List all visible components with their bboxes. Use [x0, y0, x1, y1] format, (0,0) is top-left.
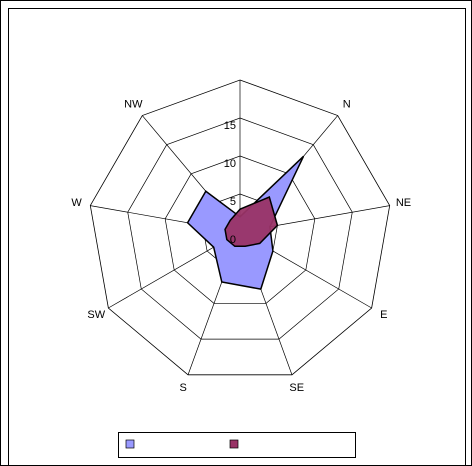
legend-swatch — [125, 439, 135, 449]
grid-ring — [164, 155, 316, 304]
category-label: SE — [289, 382, 304, 394]
category-label: E — [380, 309, 387, 321]
category-label: W — [71, 197, 82, 209]
category-label: SW — [87, 309, 105, 321]
r-tick-label: 5 — [230, 196, 236, 208]
legend-swatch — [229, 439, 239, 449]
category-label: NE — [396, 197, 411, 209]
r-tick-label: 0 — [230, 234, 236, 246]
grid-ring — [127, 117, 353, 340]
category-label: NW — [124, 99, 143, 111]
category-label: S — [180, 382, 187, 394]
outer-ring — [89, 79, 391, 376]
series-area — [224, 196, 279, 248]
r-tick-label: 10 — [224, 158, 236, 170]
r-tick-label: 15 — [224, 120, 236, 132]
category-label: N — [343, 99, 351, 111]
